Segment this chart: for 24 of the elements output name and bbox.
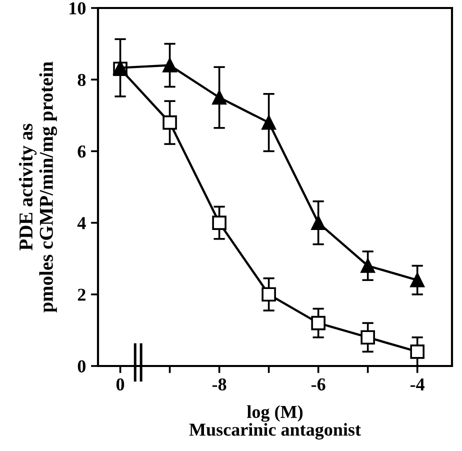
y-tick-label: 6 xyxy=(78,146,86,158)
point xyxy=(262,287,276,302)
x-tick-label: 0 xyxy=(116,378,124,391)
point xyxy=(360,330,375,345)
x-tick-label: -6 xyxy=(311,378,326,391)
point xyxy=(410,344,424,359)
point xyxy=(212,216,226,230)
point xyxy=(162,58,177,72)
x-tick-label: -8 xyxy=(212,378,226,391)
y-tick-label: 10 xyxy=(70,2,86,14)
x-axis-title: log (M) Muscarinic antagonist xyxy=(189,405,361,440)
point xyxy=(212,90,226,105)
point xyxy=(311,316,326,330)
point xyxy=(410,272,424,288)
x-tick-label: -4 xyxy=(410,378,425,390)
y-tick-label: 8 xyxy=(78,74,86,86)
y-tick-label: 2 xyxy=(78,288,86,301)
point xyxy=(360,258,375,273)
point xyxy=(311,216,326,230)
y-axis-title: PDE activity as pmoles cGMP/min/mg protein xyxy=(18,62,58,312)
y-tick-label: 4 xyxy=(77,217,86,230)
point xyxy=(262,115,276,130)
y-tick-label: 0 xyxy=(78,360,86,372)
point xyxy=(162,115,177,130)
